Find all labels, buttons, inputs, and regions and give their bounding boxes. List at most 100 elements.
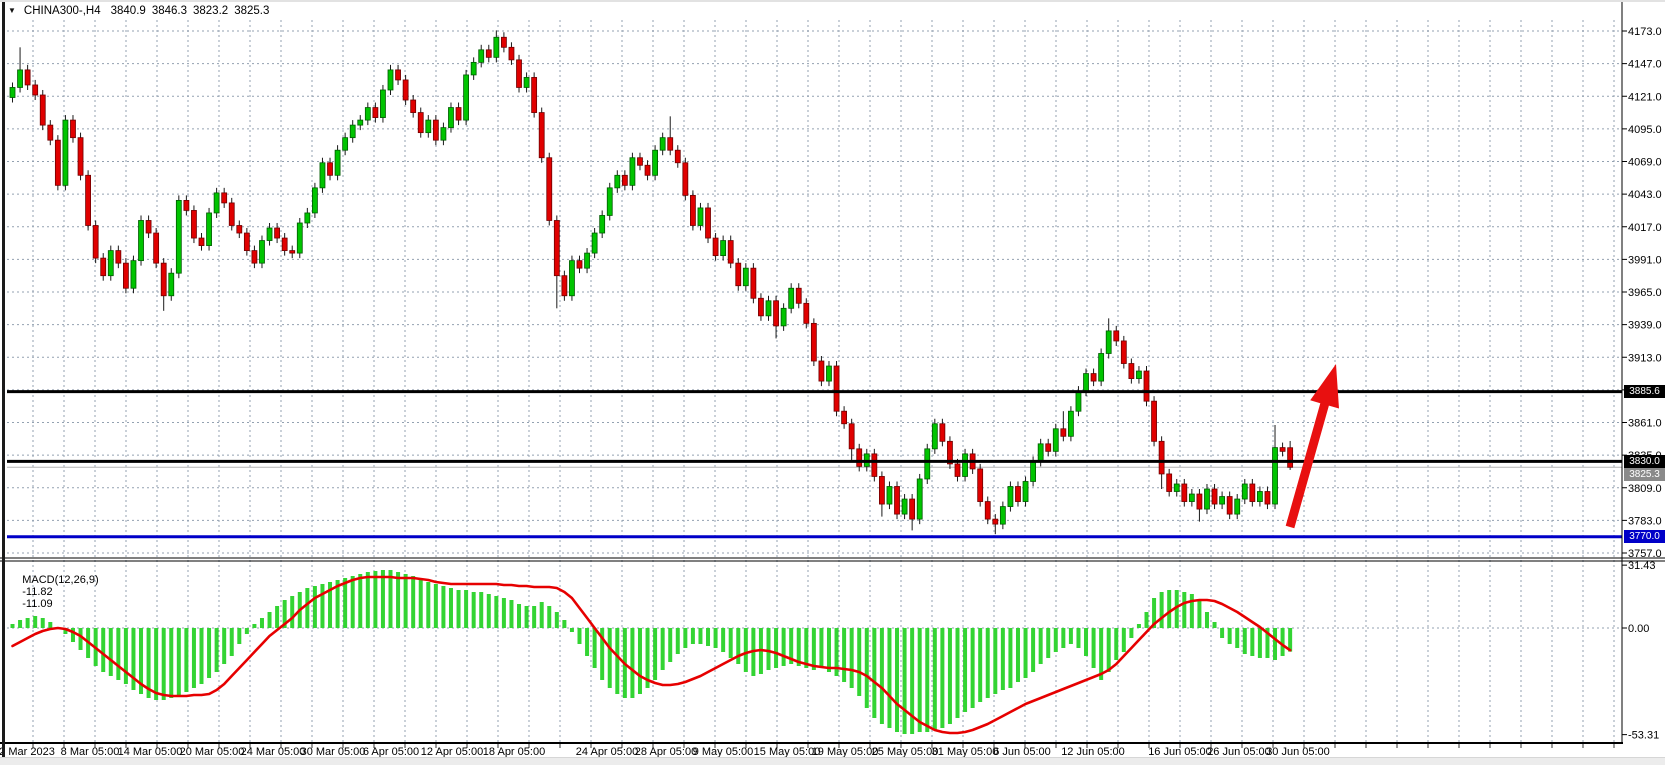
candle-bear <box>236 225 243 234</box>
time-axis-label[interactable]: 30 Mar 05:00 <box>301 746 366 758</box>
macd-axis-label[interactable]: -53.31 <box>1628 730 1659 742</box>
price-axis-label[interactable]: 4173.0 <box>1628 26 1662 38</box>
macd-histogram-bar <box>925 628 930 732</box>
candle-bear <box>100 257 107 277</box>
candle-bull <box>916 478 923 520</box>
price-axis-label[interactable]: 3913.0 <box>1628 352 1662 364</box>
time-axis-label[interactable]: 2 Mar 2023 <box>0 746 55 758</box>
candle-bear <box>417 112 424 134</box>
price-axis-label[interactable]: 3991.0 <box>1628 254 1662 266</box>
macd-histogram-bar <box>1250 628 1255 656</box>
ohlc-open-value: 3840.9 <box>110 4 146 17</box>
macd-histogram-bar <box>1197 600 1202 628</box>
candle-bear <box>841 410 847 425</box>
price-axis-label[interactable]: 3809.0 <box>1628 483 1662 495</box>
macd-histogram-bar <box>229 628 234 656</box>
candle-bull <box>470 61 477 76</box>
macd-histogram-bar <box>524 606 529 628</box>
price-axis-label[interactable]: 4121.0 <box>1628 91 1662 103</box>
price-axis-label[interactable]: 3757.0 <box>1628 548 1662 560</box>
time-axis-label[interactable]: 28 Apr 05:00 <box>635 746 697 758</box>
time-axis-label[interactable]: 26 Jun 05:00 <box>1207 746 1271 758</box>
candle-bull <box>311 187 318 214</box>
time-axis-label[interactable]: 8 Mar 05:00 <box>61 746 120 758</box>
time-axis-label[interactable]: 12 Jun 05:00 <box>1061 746 1125 758</box>
candle-bear <box>871 453 878 477</box>
price-axis-label[interactable]: 3783.0 <box>1628 515 1662 527</box>
time-axis-label[interactable]: 6 Apr 05:00 <box>363 746 419 758</box>
time-axis-label[interactable]: 31 May 05:00 <box>932 746 999 758</box>
price-axis-label[interactable]: 4147.0 <box>1628 59 1662 71</box>
time-axis-label[interactable]: 12 Apr 05:00 <box>421 746 483 758</box>
candle-bull <box>697 207 704 226</box>
time-axis-label[interactable]: 9 May 05:00 <box>693 746 754 758</box>
macd-histogram-bar <box>1015 628 1020 682</box>
macd-axis-label[interactable]: 0.00 <box>1628 623 1649 635</box>
candle-bull <box>62 119 69 186</box>
macd-name-label: MACD(12,26,9) <box>22 574 99 586</box>
chevron-down-icon[interactable]: ▼ <box>8 6 16 15</box>
macd-histogram-bar <box>721 628 726 652</box>
candle-bear <box>327 162 333 176</box>
time-axis-label[interactable]: 24 Mar 05:00 <box>241 746 306 758</box>
candle-bull <box>1234 498 1241 515</box>
macd-histogram-bar <box>456 590 461 628</box>
macd-histogram-bar <box>675 628 680 654</box>
price-axis-label[interactable]: 4043.0 <box>1628 189 1662 201</box>
macd-histogram-bar <box>358 574 363 628</box>
time-axis-label[interactable]: 18 Apr 05:00 <box>483 746 545 758</box>
bullish-arrow-annotation[interactable] <box>1285 364 1339 529</box>
price-axis-label[interactable]: 4069.0 <box>1628 157 1662 169</box>
time-axis-label[interactable]: 15 May 05:00 <box>754 746 821 758</box>
candle-bear <box>1181 483 1188 502</box>
macd-histogram-bar <box>199 628 204 684</box>
macd-histogram-bar <box>1167 590 1172 628</box>
time-axis-label[interactable]: 19 May 05:00 <box>812 746 879 758</box>
price-axis-label[interactable]: 3939.0 <box>1628 320 1662 332</box>
macd-histogram-bar <box>872 628 877 718</box>
macd-histogram-bar <box>237 628 242 644</box>
macd-histogram-bar <box>615 628 620 694</box>
macd-histogram-bar <box>267 612 272 628</box>
price-axis-label[interactable]: 3861.0 <box>1628 418 1662 430</box>
candle-bear <box>1166 473 1173 492</box>
price-axis-label[interactable]: 4017.0 <box>1628 222 1662 234</box>
macd-histogram-bar <box>1220 628 1225 638</box>
price-axis-label[interactable]: 4095.0 <box>1628 124 1662 136</box>
time-axis-label[interactable]: 25 May 05:00 <box>872 746 939 758</box>
candle-bull <box>1083 373 1089 392</box>
time-axis-label[interactable]: 14 Mar 05:00 <box>118 746 183 758</box>
time-axis-label[interactable]: 6 Jun 05:00 <box>993 746 1051 758</box>
candle-bull <box>440 127 447 141</box>
candle-bear <box>1015 486 1021 502</box>
candle-bear <box>977 468 984 502</box>
macd-axis-label[interactable]: 31.43 <box>1628 560 1656 572</box>
macd-histogram-bar <box>668 628 673 662</box>
macd-histogram-bar <box>207 628 212 678</box>
candle-bull <box>304 212 311 224</box>
macd-histogram-bar <box>1114 628 1119 660</box>
macd-main-value: -11.82 <box>22 586 53 598</box>
macd-histogram-bar <box>683 628 688 648</box>
candle-bull <box>130 260 137 289</box>
time-axis-label[interactable]: 30 Jun 05:00 <box>1266 746 1330 758</box>
macd-histogram-bar <box>312 586 317 628</box>
macd-histogram-bar <box>222 628 227 664</box>
macd-histogram-bar <box>259 618 264 628</box>
macd-histogram-bar <box>1106 628 1111 672</box>
macd-histogram-bar <box>123 628 128 684</box>
candle-bull <box>425 119 432 134</box>
macd-histogram-bar <box>653 628 658 680</box>
candle-bear <box>954 463 961 477</box>
price-axis-label[interactable]: 3965.0 <box>1628 287 1662 299</box>
macd-histogram-bar <box>471 592 476 628</box>
macd-histogram-bar <box>985 628 990 698</box>
candle-bull <box>1075 390 1082 412</box>
time-axis-label[interactable]: 16 Jun 05:00 <box>1148 746 1212 758</box>
candle-bear <box>85 174 91 226</box>
candle-bear <box>1196 493 1203 510</box>
time-axis-label[interactable]: 24 Apr 05:00 <box>576 746 638 758</box>
macd-histogram-bar <box>879 628 884 724</box>
time-axis-label[interactable]: 20 Mar 05:00 <box>180 746 245 758</box>
